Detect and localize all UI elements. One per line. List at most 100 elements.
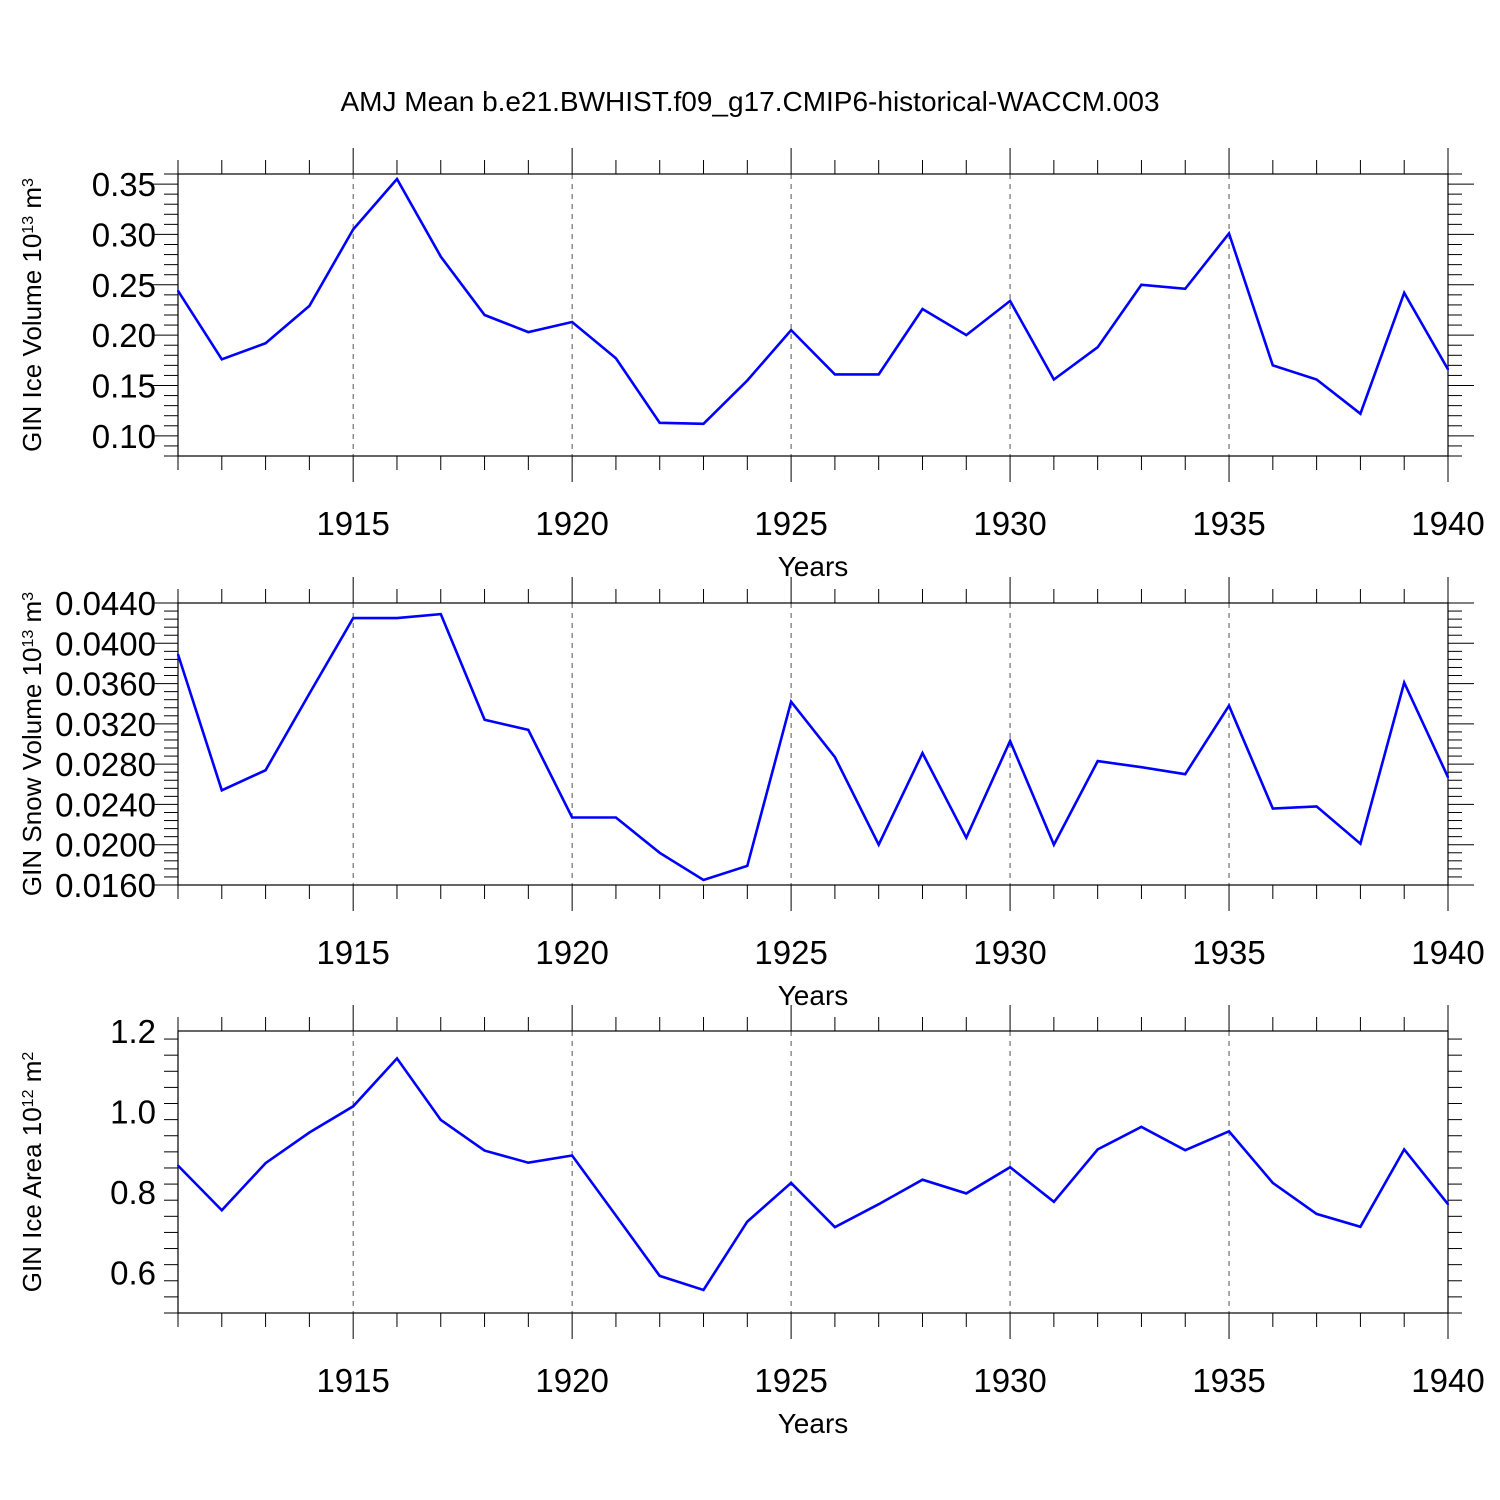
data-point — [877, 373, 880, 376]
y-tick-label: 0.0200 — [55, 827, 156, 864]
y-tick-label: 0.0360 — [55, 666, 156, 703]
data-point — [571, 1154, 574, 1157]
x-tick-label: 1930 — [973, 505, 1046, 542]
data-point — [483, 314, 486, 316]
data-point — [527, 728, 530, 731]
panel-1: 0.10 0.15 0.20 0.25 0.30 0.35 1915 1920 1925 1930… — [17, 148, 1485, 582]
data-point — [746, 864, 749, 867]
x-tick-label: 1920 — [535, 934, 608, 971]
data-point — [571, 321, 574, 324]
data-point — [395, 617, 398, 620]
y-tick-label: 1.2 — [110, 1013, 156, 1050]
data-point — [1140, 766, 1143, 769]
plot-frame — [177, 1030, 1449, 1314]
x-axis-label: Years — [778, 551, 849, 582]
y-tick-label: 0.0240 — [55, 786, 156, 823]
data-point — [746, 1220, 749, 1223]
y-tick-label: 0.0160 — [55, 867, 156, 904]
y-tick-label: 0.6 — [110, 1255, 156, 1292]
data-point — [1315, 378, 1318, 381]
x-tick-label: 1920 — [535, 1362, 608, 1399]
data-point — [921, 1178, 924, 1181]
data-point — [439, 1119, 442, 1122]
data-point — [1009, 299, 1012, 302]
data-point — [702, 878, 705, 881]
x-axis-label: Years — [778, 980, 849, 1011]
data-point — [1228, 1130, 1231, 1133]
data-point — [177, 289, 179, 292]
data-point — [395, 178, 398, 181]
y-tick-label: 0.35 — [92, 166, 156, 203]
data-point — [1447, 1203, 1449, 1206]
data-point — [746, 379, 749, 382]
y-axis-label: GIN Ice Volume 1013 m3 — [17, 178, 47, 452]
y-tick-label: 0.0400 — [55, 625, 156, 662]
data-point — [1228, 704, 1231, 707]
data-point — [1184, 1149, 1187, 1152]
y-tick-label: 0.0320 — [55, 706, 156, 743]
data-point — [1359, 1225, 1362, 1228]
data-point — [1140, 1125, 1143, 1128]
y-tick-label: 0.8 — [110, 1174, 156, 1211]
x-tick-label: 1925 — [754, 505, 827, 542]
data-point — [177, 1164, 179, 1167]
data-point — [1271, 807, 1274, 810]
x-tick-label: 1940 — [1411, 1362, 1484, 1399]
y-tick-label: 0.25 — [92, 267, 156, 304]
y-axis-label: GIN Snow Volume 1013 m3 — [17, 592, 47, 896]
figure-title: AMJ Mean b.e21.BWHIST.f09_g17.CMIP6-hist… — [340, 86, 1159, 117]
data-point — [1403, 1148, 1406, 1151]
series-line — [176, 612, 1450, 882]
data-point — [308, 1131, 311, 1134]
data-point — [833, 756, 836, 759]
series-line — [177, 1056, 1450, 1292]
data-point — [527, 1161, 530, 1164]
data-point — [439, 255, 442, 258]
data-point — [1096, 1148, 1099, 1151]
data-point — [571, 816, 574, 819]
data-point — [1447, 368, 1449, 371]
y-tick-label: 0.15 — [92, 368, 156, 405]
data-point — [1447, 776, 1449, 779]
data-point — [439, 613, 442, 616]
x-tick-label: 1935 — [1192, 1362, 1265, 1399]
x-tick-label: 1935 — [1192, 934, 1265, 971]
data-point — [877, 1203, 880, 1206]
x-tick-label: 1915 — [316, 1362, 389, 1399]
data-point — [921, 307, 924, 310]
data-point — [658, 1274, 661, 1277]
y-tick-label: 0.10 — [92, 418, 156, 455]
x-tick-label: 1925 — [754, 934, 827, 971]
data-point — [308, 304, 311, 307]
x-tick-label: 1940 — [1411, 505, 1484, 542]
data-point — [877, 843, 880, 846]
y-axis-label: GIN Ice Area 1012 m2 — [17, 1052, 47, 1293]
data-point — [220, 789, 223, 792]
plot-frame — [177, 602, 1449, 886]
data-point — [1096, 346, 1099, 349]
data-point — [614, 816, 617, 819]
y-tick-label: 1.0 — [110, 1094, 156, 1131]
data-point — [614, 1214, 617, 1217]
data-point — [658, 421, 661, 424]
data-point — [614, 357, 617, 360]
data-point — [527, 331, 530, 334]
data-point — [1052, 843, 1055, 846]
data-point — [1096, 760, 1099, 763]
data-point — [1052, 378, 1055, 381]
y-tick-label: 0.20 — [92, 317, 156, 354]
data-point — [1140, 283, 1143, 286]
data-point — [1359, 842, 1362, 845]
x-tick-label: 1940 — [1411, 934, 1484, 971]
x-tick-label: 1930 — [973, 1362, 1046, 1399]
data-point — [483, 1149, 486, 1152]
data-point — [1403, 291, 1406, 294]
data-point — [965, 836, 968, 839]
data-point — [790, 1181, 793, 1184]
panel-3: 0.6 0.8 1.0 1.2 1915 1920 1925 1930 1935 1940 Year… — [17, 1005, 1485, 1439]
x-axis-label: Years — [778, 1408, 849, 1439]
series-line — [176, 176, 1450, 426]
data-point — [264, 1162, 267, 1165]
data-point — [965, 334, 968, 337]
